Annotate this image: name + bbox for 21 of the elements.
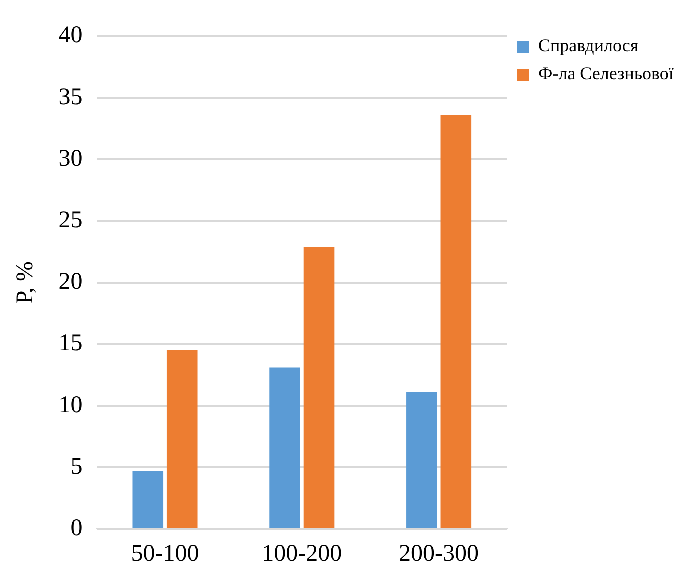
bar [132,471,164,528]
x-tick-label: 200-300 [399,540,480,567]
x-tick-label: 100-200 [262,540,342,567]
y-tick-label: 10 [58,392,83,418]
y-tick-label: 35 [58,84,83,110]
legend-label: Справдилося [538,36,639,56]
y-tick-label: 25 [58,207,83,234]
y-tick-label: 15 [58,330,83,357]
y-tick-label: 0 [70,515,83,542]
legend-label: Ф-ла Селезньової [538,64,674,84]
bar [270,368,300,528]
bar [166,350,198,528]
y-tick-label: 20 [58,269,83,296]
bar [440,115,472,528]
y-tick-label: 30 [58,146,83,172]
y-axis-title: P, % [12,261,39,304]
bar [304,247,335,528]
y-tick-label: 40 [58,22,83,49]
bar [406,392,438,528]
x-tick-label: 50-100 [131,540,200,567]
y-tick-label: 5 [70,454,83,480]
